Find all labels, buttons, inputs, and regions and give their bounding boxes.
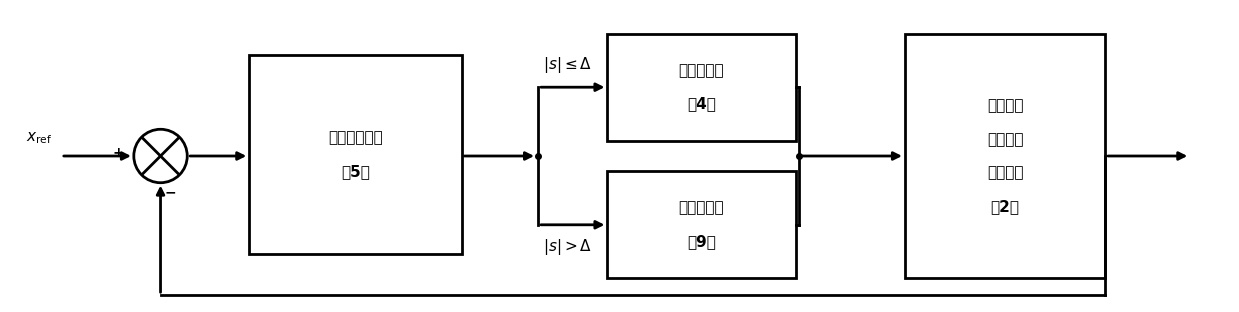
Text: $|s|\leq\Delta$: $|s|\leq\Delta$ — [543, 55, 592, 75]
Text: −: − — [164, 186, 176, 200]
Bar — [607, 171, 795, 278]
Text: 滑模切换函数: 滑模切换函数 — [328, 130, 383, 145]
Text: $x_{\rm ref}$: $x_{\rm ref}$ — [26, 130, 52, 145]
Text: （2）: （2） — [990, 199, 1020, 214]
Text: +: + — [113, 146, 124, 160]
Text: （9）: （9） — [686, 234, 716, 249]
Text: （5）: （5） — [341, 164, 370, 179]
Text: （4）: （4） — [686, 96, 716, 111]
Bar — [607, 34, 795, 141]
Text: 滑模控制律: 滑模控制律 — [679, 201, 725, 216]
Bar — [904, 34, 1105, 278]
Text: 无源控制器: 无源控制器 — [679, 63, 725, 78]
Text: 电力系统: 电力系统 — [986, 132, 1023, 147]
Text: 互联双机: 互联双机 — [986, 98, 1023, 113]
Text: $|s|>\Delta$: $|s|>\Delta$ — [543, 237, 592, 257]
Bar — [249, 55, 462, 254]
Text: 简化模型: 简化模型 — [986, 165, 1023, 180]
